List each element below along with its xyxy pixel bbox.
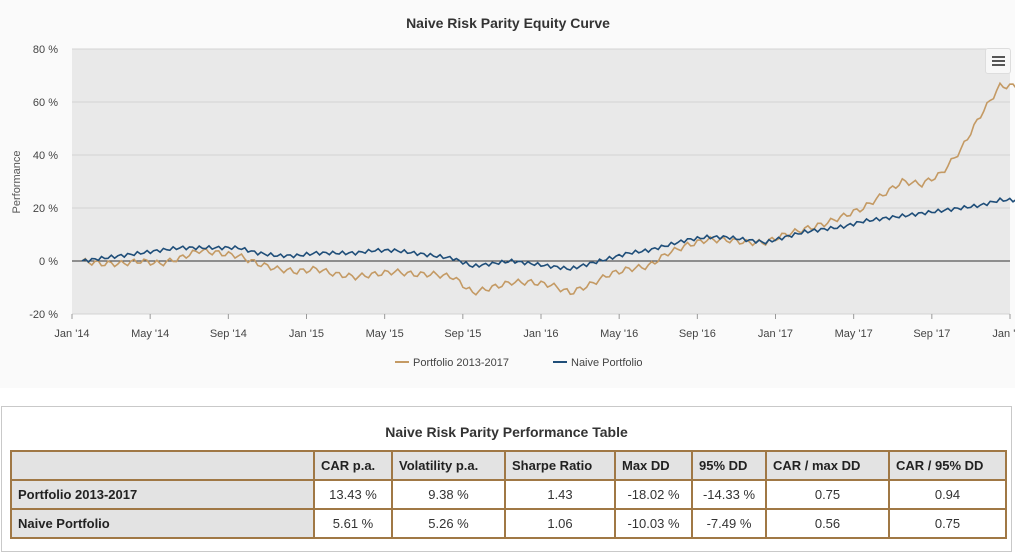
cell-volatility: 5.26 % [391,508,506,539]
cell-volatility: 9.38 % [391,479,506,510]
header-volatility: Volatility p.a. [391,450,506,481]
x-tick-label: Sep '15 [444,328,481,340]
x-tick-label: May '17 [835,328,873,340]
legend-item-portfolio-2013-2017[interactable]: Portfolio 2013-2017 [395,357,509,369]
cell-car-95-dd: 0.75 [888,508,1007,539]
cell-car-max-dd: 0.75 [765,479,890,510]
x-tick-label: Sep '14 [210,328,247,340]
table-header-row: CAR p.a. Volatility p.a. Sharpe Ratio Ma… [10,450,1007,481]
cell-sharpe: 1.43 [504,479,616,510]
legend: Portfolio 2013-2017 Naive Portfolio [395,357,643,369]
x-axis-ticks: Jan '14 May '14 Sep '14 Jan '15 May '15 Sep '… [54,314,1015,340]
chart-panel: Naive Risk Parity Equity Curve -20 % 0 % 2… [11,15,1015,369]
series-line-naive-portfolio [81,197,1015,271]
menu-icon-bar [992,64,1005,66]
row-label: Portfolio 2013-2017 [10,479,315,510]
x-tick-label: Jan '18 [992,328,1015,340]
legend-label: Naive Portfolio [571,357,643,369]
cell-car: 13.43 % [313,479,393,510]
equity-curve-chart: Naive Risk Parity Equity Curve -20 % 0 % 2… [11,15,1015,369]
cell-sharpe: 1.06 [504,508,616,539]
y-tick-label: 20 % [33,203,58,215]
x-tick-label: Jan '14 [54,328,89,340]
y-tick-label: -20 % [29,309,58,321]
x-tick-label: Sep '16 [679,328,716,340]
cell-95-dd: -14.33 % [691,479,767,510]
cell-max-dd: -18.02 % [614,479,693,510]
header-95-dd: 95% DD [691,450,767,481]
performance-table-panel: Naive Risk Parity Performance Table CAR … [1,406,1012,552]
header-car: CAR p.a. [313,450,393,481]
cell-car-95-dd: 0.94 [888,479,1007,510]
table-row: Portfolio 2013-2017 13.43 % 9.38 % 1.43 … [10,479,1007,510]
series-lines [81,81,1015,296]
y-tick-label: 80 % [33,44,58,56]
cell-car-max-dd: 0.56 [765,508,890,539]
cell-car: 5.61 % [313,508,393,539]
cell-95-dd: -7.49 % [691,508,767,539]
y-axis-ticks: -20 % 0 % 20 % 40 % 60 % 80 % [29,44,58,321]
x-tick-label: May '14 [131,328,169,340]
header-car-max-dd: CAR / max DD [765,450,890,481]
x-tick-label: Jan '17 [758,328,793,340]
plot-background [72,49,1010,314]
header-car-95-dd: CAR / 95% DD [888,450,1007,481]
chart-title: Naive Risk Parity Equity Curve [406,15,610,31]
x-tick-label: May '16 [600,328,638,340]
chart-menu-button[interactable] [985,48,1011,74]
y-tick-label: 60 % [33,97,58,109]
table-title: Naive Risk Parity Performance Table [385,424,628,440]
x-tick-label: Jan '16 [523,328,558,340]
menu-icon [992,56,1005,58]
y-tick-label: 40 % [33,150,58,162]
x-tick-label: May '15 [366,328,404,340]
table-row: Naive Portfolio 5.61 % 5.26 % 1.06 -10.0… [10,508,1007,539]
y-tick-label: 0 % [39,256,58,268]
series-line-portfolio-2013-2017 [81,81,1015,296]
x-tick-label: Jan '15 [289,328,324,340]
x-tick-label: Sep '17 [913,328,950,340]
header-max-dd: Max DD [614,450,693,481]
menu-icon-bar [992,60,1005,62]
header-cell-blank [10,450,315,481]
performance-table: CAR p.a. Volatility p.a. Sharpe Ratio Ma… [10,450,1007,539]
header-sharpe: Sharpe Ratio [504,450,616,481]
cell-max-dd: -10.03 % [614,508,693,539]
row-label: Naive Portfolio [10,508,315,539]
legend-item-naive-portfolio[interactable]: Naive Portfolio [553,357,643,369]
legend-label: Portfolio 2013-2017 [413,357,509,369]
y-axis-title: Performance [11,151,23,214]
